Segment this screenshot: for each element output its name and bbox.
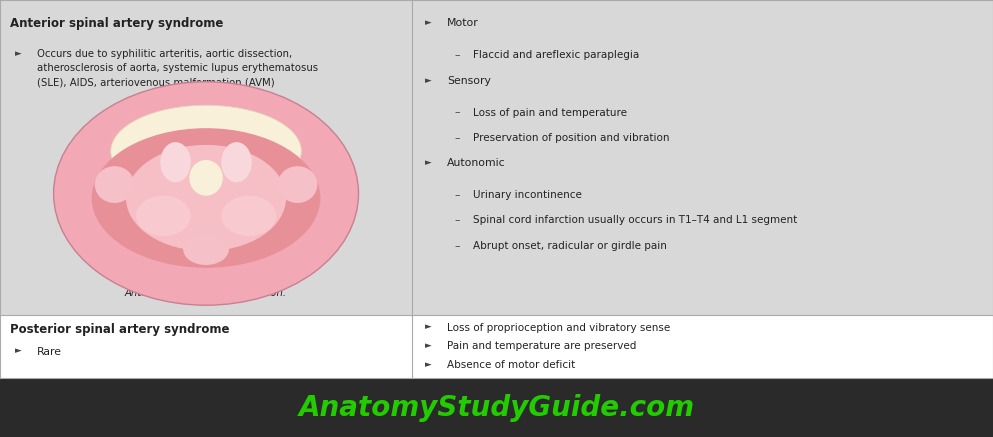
Text: Loss of pain and temperature: Loss of pain and temperature [473,108,627,118]
Text: Occurs due to syphilitic arteritis, aortic dissection,
atherosclerosis of aorta,: Occurs due to syphilitic arteritis, aort… [37,49,318,87]
Ellipse shape [190,160,222,196]
Text: –: – [455,108,461,118]
Ellipse shape [126,145,286,251]
Ellipse shape [221,196,276,236]
Text: Autonomic: Autonomic [447,158,505,168]
Ellipse shape [136,196,191,236]
Text: ►: ► [15,49,22,59]
FancyBboxPatch shape [0,315,993,378]
Text: Abrupt onset, radicular or girdle pain: Abrupt onset, radicular or girdle pain [473,241,666,251]
Text: Sensory: Sensory [447,76,491,86]
Text: Loss of proprioception and vibratory sense: Loss of proprioception and vibratory sen… [447,323,670,333]
Ellipse shape [183,234,229,265]
Text: Pain and temperature are preserved: Pain and temperature are preserved [447,341,637,351]
Text: –: – [455,215,461,225]
Text: Preservation of position and vibration: Preservation of position and vibration [473,133,669,143]
Text: Absence of motor deficit: Absence of motor deficit [447,360,575,370]
Ellipse shape [54,82,358,305]
Text: Urinary incontinence: Urinary incontinence [473,190,582,200]
Text: ►: ► [425,18,432,28]
Ellipse shape [221,142,252,182]
Text: ►: ► [425,360,432,369]
Ellipse shape [278,166,318,203]
Text: ►: ► [425,158,432,167]
Ellipse shape [111,105,301,197]
FancyBboxPatch shape [0,0,993,315]
Text: Anterior spinal artery occlusion.: Anterior spinal artery occlusion. [125,288,287,298]
Ellipse shape [160,142,191,182]
Text: Posterior spinal artery syndrome: Posterior spinal artery syndrome [10,323,229,336]
Text: ►: ► [425,323,432,332]
Ellipse shape [91,128,321,268]
Text: AnatomyStudyGuide.com: AnatomyStudyGuide.com [299,393,694,422]
Text: Motor: Motor [447,18,479,28]
Text: ►: ► [425,76,432,85]
Text: Anterior spinal artery syndrome: Anterior spinal artery syndrome [10,17,223,30]
Text: Spinal cord infarction usually occurs in T1–T4 and L1 segment: Spinal cord infarction usually occurs in… [473,215,797,225]
FancyBboxPatch shape [0,378,993,437]
Text: ►: ► [15,347,22,356]
Text: –: – [455,50,461,60]
Ellipse shape [94,166,134,203]
Text: Rare: Rare [37,347,62,357]
Text: –: – [455,133,461,143]
Text: ►: ► [425,341,432,350]
Text: Flaccid and areflexic paraplegia: Flaccid and areflexic paraplegia [473,50,638,60]
Text: –: – [455,241,461,251]
Text: –: – [455,190,461,200]
